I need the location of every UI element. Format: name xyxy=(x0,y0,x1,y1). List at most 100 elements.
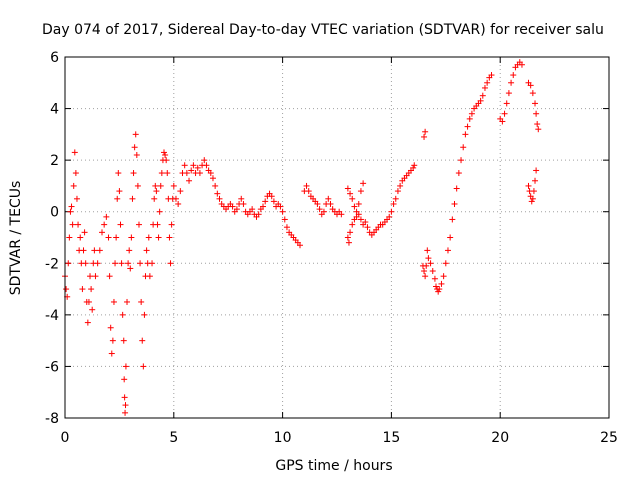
data-point xyxy=(141,311,148,318)
data-point xyxy=(353,208,360,215)
data-point xyxy=(67,208,74,215)
data-point xyxy=(423,262,430,269)
data-point xyxy=(255,211,262,218)
data-point xyxy=(212,182,219,189)
data-point xyxy=(410,164,417,171)
data-point xyxy=(283,224,290,231)
data-point xyxy=(466,115,473,122)
data-point xyxy=(460,144,467,151)
data-point xyxy=(270,198,277,205)
data-point xyxy=(143,247,150,254)
data-point xyxy=(149,260,156,267)
data-point xyxy=(81,229,88,236)
data-point xyxy=(464,123,471,130)
data-point xyxy=(68,203,75,210)
data-point xyxy=(194,164,201,171)
data-point xyxy=(481,84,488,91)
data-point xyxy=(214,190,221,197)
x-tick-label: 10 xyxy=(274,430,292,446)
data-point xyxy=(132,131,139,138)
data-point xyxy=(435,288,442,295)
data-point xyxy=(518,61,525,68)
data-point xyxy=(124,298,131,305)
data-point xyxy=(181,162,188,169)
data-point xyxy=(525,182,532,189)
data-point xyxy=(127,265,134,272)
data-point xyxy=(207,170,214,177)
data-point xyxy=(162,151,169,158)
data-point xyxy=(529,90,536,97)
data-point xyxy=(279,208,286,215)
data-point xyxy=(128,234,135,241)
data-point xyxy=(357,216,364,223)
data-point xyxy=(444,247,451,254)
data-point xyxy=(71,149,78,156)
data-point xyxy=(462,131,469,138)
data-point xyxy=(421,133,428,140)
data-point xyxy=(114,195,121,202)
data-point xyxy=(229,203,236,210)
data-point xyxy=(422,128,429,135)
data-point xyxy=(262,198,269,205)
data-point xyxy=(96,247,103,254)
data-point xyxy=(155,234,162,241)
data-point xyxy=(347,229,354,236)
x-tick-label: 25 xyxy=(600,430,618,446)
y-tick-label: -6 xyxy=(45,359,59,375)
data-point xyxy=(427,260,434,267)
data-point xyxy=(146,273,153,280)
data-point xyxy=(117,221,124,228)
data-point xyxy=(530,188,537,195)
data-point xyxy=(203,162,210,169)
data-point xyxy=(533,110,540,117)
data-point xyxy=(344,234,351,241)
data-point xyxy=(168,221,175,228)
data-point xyxy=(164,170,171,177)
data-point xyxy=(535,126,542,133)
data-point xyxy=(508,79,515,86)
data-point xyxy=(455,170,462,177)
data-point xyxy=(314,200,321,207)
data-point xyxy=(297,242,304,249)
y-tick-label: 2 xyxy=(50,153,59,169)
x-tick-label: 5 xyxy=(169,430,178,446)
data-point xyxy=(534,121,541,128)
data-point xyxy=(360,180,367,187)
data-point xyxy=(238,195,245,202)
data-point xyxy=(351,203,358,210)
data-point xyxy=(73,195,80,202)
data-point xyxy=(510,72,517,79)
data-point xyxy=(139,337,146,344)
y-tick-label: 4 xyxy=(50,102,59,118)
data-point xyxy=(424,247,431,254)
data-point xyxy=(501,110,508,117)
data-point xyxy=(344,185,351,192)
data-point xyxy=(305,188,312,195)
data-point xyxy=(451,200,458,207)
y-tick-label: -8 xyxy=(45,411,59,427)
data-point xyxy=(163,157,170,164)
data-point xyxy=(281,216,288,223)
data-point xyxy=(338,211,345,218)
data-point xyxy=(449,216,456,223)
data-point xyxy=(172,195,179,202)
data-point xyxy=(120,337,127,344)
data-point xyxy=(109,337,116,344)
data-point xyxy=(125,260,132,267)
data-point xyxy=(91,247,98,254)
data-point xyxy=(320,208,327,215)
data-point xyxy=(156,208,163,215)
y-tick-label: -2 xyxy=(45,256,59,272)
data-point xyxy=(166,234,173,241)
data-point xyxy=(479,92,486,99)
data-point xyxy=(108,350,115,357)
data-point xyxy=(188,167,195,174)
data-point xyxy=(69,221,76,228)
data-point xyxy=(92,273,99,280)
data-point xyxy=(447,234,454,241)
data-point xyxy=(431,275,438,282)
data-point xyxy=(152,182,159,189)
tick-layer: 0 5 10 15 20 25 -8 -6 -4 -2 0 2 4 6 xyxy=(45,50,618,446)
data-point xyxy=(116,188,123,195)
